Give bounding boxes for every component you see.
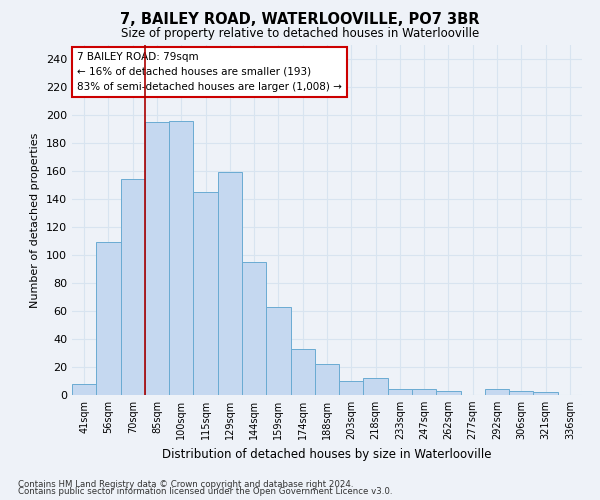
Bar bbox=[266, 307, 290, 395]
Bar bbox=[290, 349, 315, 395]
Bar bbox=[218, 172, 242, 395]
Bar bbox=[412, 390, 436, 395]
Bar bbox=[436, 391, 461, 395]
Bar bbox=[193, 192, 218, 395]
Y-axis label: Number of detached properties: Number of detached properties bbox=[31, 132, 40, 308]
Bar bbox=[72, 384, 96, 395]
Text: 7, BAILEY ROAD, WATERLOOVILLE, PO7 3BR: 7, BAILEY ROAD, WATERLOOVILLE, PO7 3BR bbox=[120, 12, 480, 28]
Bar bbox=[242, 262, 266, 395]
Bar bbox=[169, 120, 193, 395]
Text: Contains HM Land Registry data © Crown copyright and database right 2024.: Contains HM Land Registry data © Crown c… bbox=[18, 480, 353, 489]
Bar bbox=[339, 381, 364, 395]
Bar bbox=[96, 242, 121, 395]
Bar bbox=[364, 378, 388, 395]
Bar bbox=[485, 390, 509, 395]
Bar bbox=[145, 122, 169, 395]
Text: 7 BAILEY ROAD: 79sqm
← 16% of detached houses are smaller (193)
83% of semi-deta: 7 BAILEY ROAD: 79sqm ← 16% of detached h… bbox=[77, 52, 342, 92]
Text: Size of property relative to detached houses in Waterlooville: Size of property relative to detached ho… bbox=[121, 28, 479, 40]
Bar bbox=[388, 390, 412, 395]
Bar bbox=[121, 180, 145, 395]
Bar bbox=[315, 364, 339, 395]
X-axis label: Distribution of detached houses by size in Waterlooville: Distribution of detached houses by size … bbox=[162, 448, 492, 460]
Text: Contains public sector information licensed under the Open Government Licence v3: Contains public sector information licen… bbox=[18, 488, 392, 496]
Bar bbox=[533, 392, 558, 395]
Bar bbox=[509, 391, 533, 395]
